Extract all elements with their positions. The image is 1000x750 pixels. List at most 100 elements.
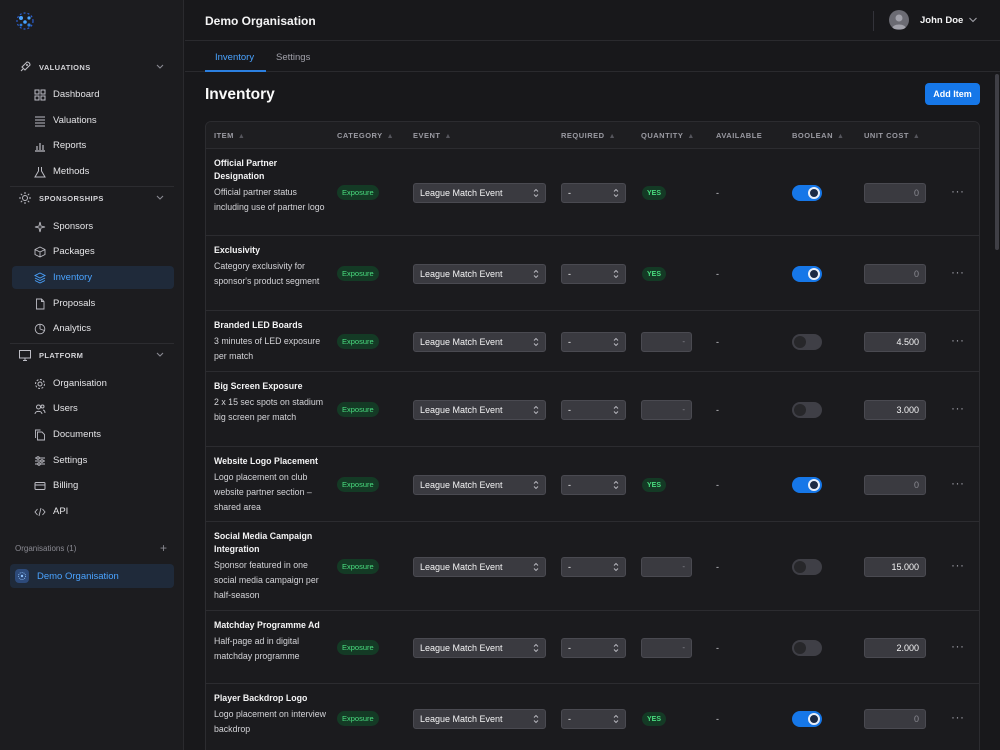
required-select[interactable]: - (561, 183, 626, 203)
table-row[interactable]: Exclusivity Category exclusivity for spon… (206, 236, 979, 311)
table-row[interactable]: Matchday Programme Ad Half-page ad in dig… (206, 611, 979, 684)
sidebar-item-reports[interactable]: Reports (12, 134, 174, 157)
sidebar-item-sponsors[interactable]: Sponsors (12, 215, 174, 238)
event-select[interactable]: League Match Event (413, 638, 546, 658)
sidebar-item-proposals[interactable]: Proposals (12, 292, 174, 315)
boolean-toggle[interactable] (792, 559, 822, 575)
table-row[interactable]: Big Screen Exposure 2 x 15 sec spots on s… (206, 372, 979, 447)
unit-cost-input[interactable]: 15.000 (864, 557, 926, 577)
sidebar-item-billing[interactable]: Billing (12, 474, 174, 497)
column-header-item[interactable]: ITEM ▲ (214, 131, 245, 140)
rocket-icon (20, 61, 31, 72)
column-header-available[interactable]: AVAILABLE (716, 131, 762, 140)
more-actions-icon[interactable]: ··· (951, 401, 965, 415)
table-row[interactable]: Player Backdrop Logo Logo placement on in… (206, 684, 979, 750)
sidebar-section-valuations[interactable]: VALUATIONS (12, 56, 174, 78)
required-select[interactable]: - (561, 638, 626, 658)
app-logo-icon[interactable] (14, 10, 36, 32)
sidebar-item-dashboard[interactable]: Dashboard (12, 83, 174, 106)
unit-cost-input[interactable]: 0 (864, 709, 926, 729)
toggle-knob (808, 713, 820, 725)
credit-card-icon (34, 481, 46, 490)
event-select[interactable]: League Match Event (413, 475, 546, 495)
boolean-toggle[interactable] (792, 334, 822, 350)
table-row[interactable]: Branded LED Boards 3 minutes of LED expos… (206, 311, 979, 372)
sidebar-section-platform[interactable]: PLATFORM (12, 344, 174, 366)
column-header-label: QUANTITY (641, 131, 684, 140)
more-actions-icon[interactable]: ··· (951, 558, 965, 572)
quantity-input[interactable]: - (641, 400, 692, 420)
quantity-input[interactable]: - (641, 557, 692, 577)
required-select[interactable]: - (561, 475, 626, 495)
sidebar-item-inventory[interactable]: Inventory (12, 266, 174, 289)
boolean-toggle[interactable] (792, 266, 822, 282)
sidebar-item-documents[interactable]: Documents (12, 423, 174, 446)
table-row[interactable]: Official Partner Designation Official par… (206, 149, 979, 236)
unit-cost-input[interactable]: 2.000 (864, 638, 926, 658)
unit-cost-input[interactable]: 0 (864, 264, 926, 284)
event-select[interactable]: League Match Event (413, 183, 546, 203)
organisation-switcher-item[interactable]: Demo Organisation (10, 564, 174, 588)
event-select[interactable]: League Match Event (413, 557, 546, 577)
event-select[interactable]: League Match Event (413, 332, 546, 352)
column-header-boolean[interactable]: BOOLEAN ▲ (792, 131, 844, 140)
column-header-event[interactable]: EVENT ▲ (413, 131, 452, 140)
event-select[interactable]: League Match Event (413, 264, 546, 284)
required-select[interactable]: - (561, 264, 626, 284)
quantity-input[interactable]: - (641, 332, 692, 352)
column-header-category[interactable]: CATEGORY ▲ (337, 131, 394, 140)
more-actions-icon[interactable]: ··· (951, 184, 965, 198)
user-name[interactable]: John Doe (920, 15, 964, 26)
sidebar-item-analytics[interactable]: Analytics (12, 317, 174, 340)
table-row[interactable]: Social Media Campaign Integration Sponsor… (206, 522, 979, 611)
quantity-input[interactable]: - (641, 638, 692, 658)
sidebar-item-valuations[interactable]: Valuations (12, 109, 174, 132)
event-select-value: League Match Event (420, 337, 503, 347)
required-select[interactable]: - (561, 332, 626, 352)
sidebar-item-users[interactable]: Users (12, 397, 174, 420)
available-value: - (716, 405, 719, 415)
more-actions-icon[interactable]: ··· (951, 333, 965, 347)
required-select[interactable]: - (561, 709, 626, 729)
unit-cost-input[interactable]: 0 (864, 183, 926, 203)
boolean-toggle[interactable] (792, 640, 822, 656)
add-organisation-icon[interactable]: + (159, 541, 167, 555)
tab-inventory[interactable]: Inventory (215, 52, 255, 63)
more-actions-icon[interactable]: ··· (951, 476, 965, 490)
event-select[interactable]: League Match Event (413, 400, 546, 420)
boolean-toggle[interactable] (792, 185, 822, 201)
sidebar-item-settings[interactable]: Settings (12, 449, 174, 472)
boolean-toggle[interactable] (792, 477, 822, 493)
more-actions-icon[interactable]: ··· (951, 710, 965, 724)
sidebar-item-api[interactable]: API (12, 500, 174, 523)
user-avatar[interactable] (889, 10, 909, 30)
column-header-unit-cost[interactable]: UNIT COST ▲ (864, 131, 920, 140)
event-select[interactable]: League Match Event (413, 709, 546, 729)
unit-cost-input[interactable]: 3.000 (864, 400, 926, 420)
unit-cost-input[interactable]: 0 (864, 475, 926, 495)
required-select[interactable]: - (561, 400, 626, 420)
more-actions-icon[interactable]: ··· (951, 639, 965, 653)
more-actions-icon[interactable]: ··· (951, 265, 965, 279)
required-select-value: - (568, 643, 571, 653)
package-icon (34, 245, 46, 258)
table-row[interactable]: Website Logo Placement Logo placement on … (206, 447, 979, 522)
page-scrollbar[interactable] (995, 74, 999, 250)
sidebar-item-methods[interactable]: Methods (12, 160, 174, 183)
sidebar-item-organisation[interactable]: Organisation (12, 372, 174, 395)
toggle-knob (794, 336, 806, 348)
inventory-table: ITEM ▲ CATEGORY ▲ EVENT ▲ REQUIRED ▲ QUANTIT… (205, 121, 980, 750)
sidebar-item-label: Proposals (53, 298, 96, 309)
column-header-quantity[interactable]: QUANTITY ▲ (641, 131, 695, 140)
sidebar-section-sponsorships[interactable]: SPONSORSHIPS (12, 187, 174, 209)
boolean-toggle[interactable] (792, 711, 822, 727)
required-select[interactable]: - (561, 557, 626, 577)
boolean-toggle[interactable] (792, 402, 822, 418)
tab-settings[interactable]: Settings (276, 52, 311, 63)
sidebar-item-packages[interactable]: Packages (12, 240, 174, 263)
add-item-button[interactable]: Add Item (925, 83, 980, 105)
column-header-required[interactable]: REQUIRED ▲ (561, 131, 616, 140)
chevron-down-icon[interactable] (968, 15, 978, 25)
unit-cost-input[interactable]: 4.500 (864, 332, 926, 352)
sidebar-section-label: PLATFORM (39, 350, 84, 360)
